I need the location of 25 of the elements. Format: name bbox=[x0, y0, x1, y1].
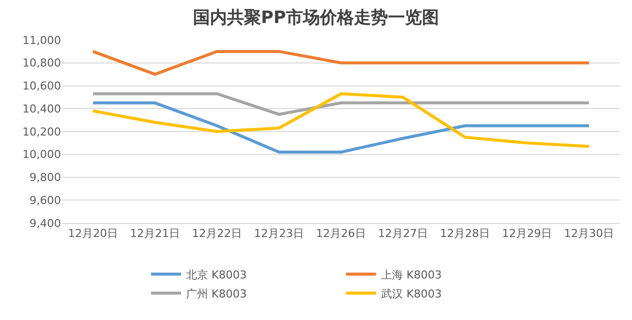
legend-label: 北京 K8003 bbox=[186, 268, 247, 282]
line-series bbox=[92, 101, 590, 154]
y-tick-label: 11,000 bbox=[22, 34, 61, 47]
x-tick-label: 12月26日 bbox=[316, 227, 366, 240]
x-tick-label: 12月20日 bbox=[68, 227, 118, 240]
x-tick-label: 12月29日 bbox=[502, 227, 552, 240]
legend-label: 武汉 K8003 bbox=[381, 287, 442, 300]
y-tick-label: 10,800 bbox=[22, 56, 61, 70]
x-tick-label: 12月28日 bbox=[440, 227, 490, 240]
x-tick-label: 12月27日 bbox=[378, 227, 428, 240]
x-tick-label: 12月23日 bbox=[254, 227, 304, 240]
line-series bbox=[92, 92, 590, 148]
x-tick-label: 12月22日 bbox=[192, 227, 242, 240]
legend-label: 上海 K8003 bbox=[381, 268, 442, 282]
y-tick-label: 9,400 bbox=[30, 216, 61, 230]
y-tick-label: 9,600 bbox=[30, 194, 61, 207]
y-tick-label: 9,800 bbox=[30, 171, 61, 184]
y-tick-label: 10,000 bbox=[22, 148, 61, 162]
chart-title: 国内共聚PP市场价格走势一览图 bbox=[193, 8, 439, 28]
x-tick-label: 12月21日 bbox=[130, 227, 180, 240]
y-tick-label: 10,400 bbox=[22, 102, 61, 116]
legend-label: 广州 K8003 bbox=[186, 287, 247, 300]
y-tick-label: 10,200 bbox=[22, 125, 61, 138]
x-tick-label: 12月30日 bbox=[564, 227, 614, 240]
y-tick-label: 10,600 bbox=[22, 80, 61, 93]
